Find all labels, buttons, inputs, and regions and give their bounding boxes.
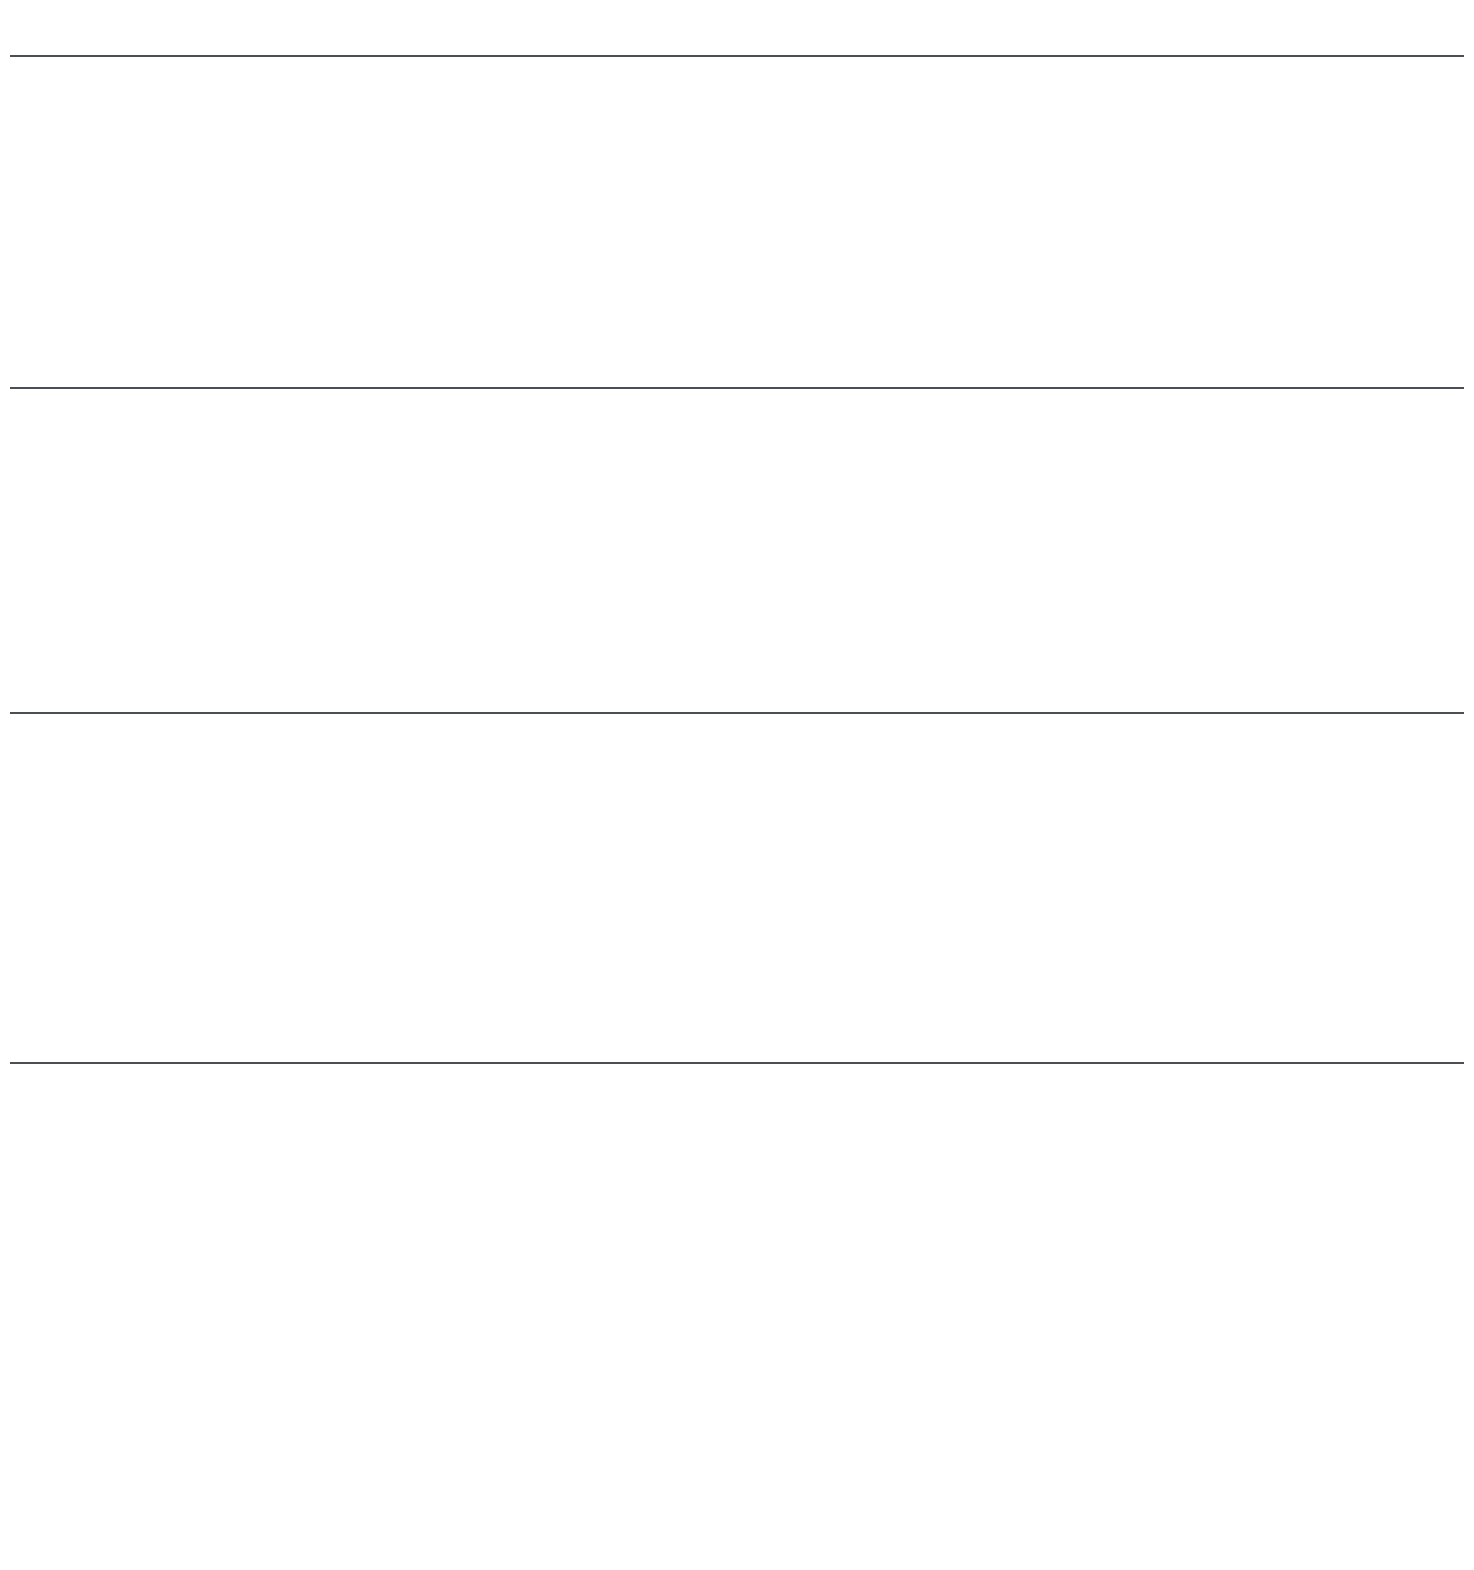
- methodology-footer: [0, 1538, 1474, 1556]
- black-dot-icon: [719, 1538, 737, 1555]
- separator-line: [10, 1062, 1464, 1064]
- separator-line: [10, 55, 1464, 57]
- separator-line: [10, 387, 1464, 389]
- separator-line: [10, 712, 1464, 714]
- grey-dot-icon: [737, 1538, 755, 1555]
